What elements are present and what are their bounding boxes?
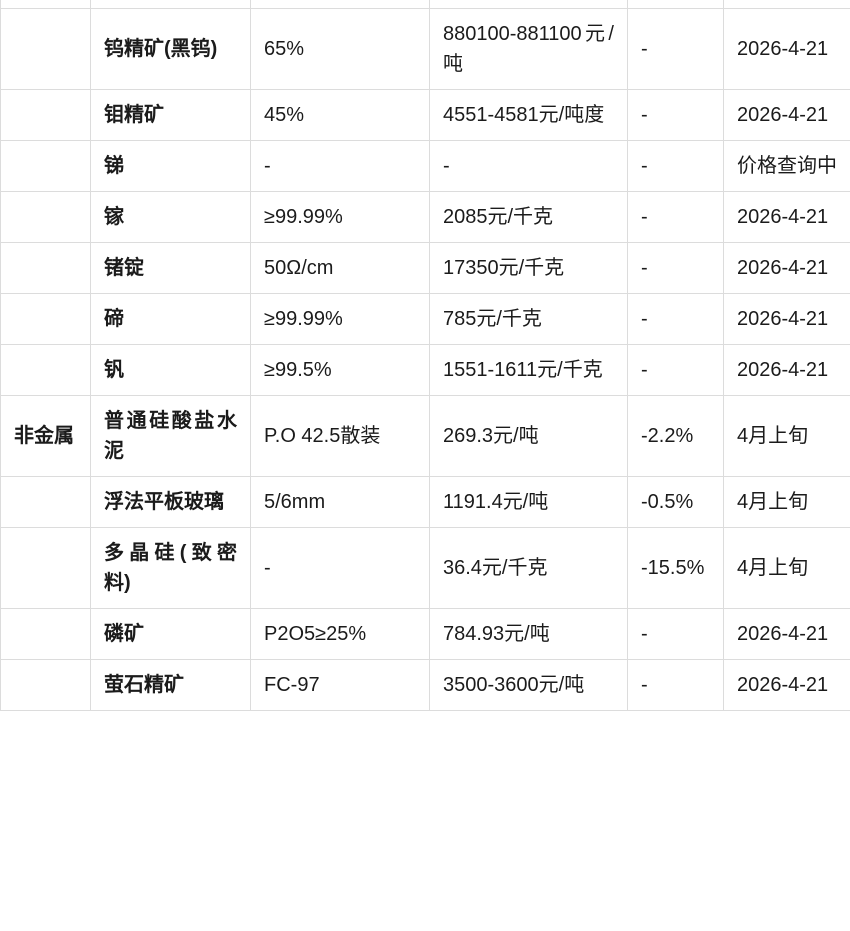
cell-spec: ≥99.5% [250, 344, 430, 396]
cell-category [0, 8, 91, 90]
cell-price: 36.4元/千克 [429, 527, 628, 609]
cell-product: 钨精矿(黑钨) [90, 8, 251, 90]
cell-spec: ≥99.99% [250, 191, 430, 243]
table-row: 钼精矿 45% 4551-4581元/吨度 -2026-4-21 [0, 89, 850, 141]
cell-change: - [627, 140, 724, 192]
cell-product: 钒 [90, 344, 251, 396]
cell-spec: 45% [250, 89, 430, 141]
cell-category [0, 191, 91, 243]
table-row: 磷矿 P2O5≥25% 784.93元/吨 -2026-4-21 [0, 608, 850, 660]
table-row: 萤石精矿 FC-97 3500-3600元/吨 -2026-4-21 [0, 659, 850, 711]
cell-product: 钼精矿 [90, 89, 251, 141]
cell-price: 784.93元/吨 [429, 608, 628, 660]
cutoff-cell [90, 0, 251, 9]
table-row: 钨精矿(黑钨) 65% 880100-881100元/吨 -2026-4-21 [0, 8, 850, 90]
cell-category [0, 476, 91, 528]
cutoff-row-top [0, 0, 850, 9]
cell-change: - [627, 242, 724, 294]
cell-price: 785元/千克 [429, 293, 628, 345]
cell-spec: 65% [250, 8, 430, 90]
cell-category [0, 527, 91, 609]
cell-spec: 5/6mm [250, 476, 430, 528]
cell-product: 锑 [90, 140, 251, 192]
table-row: 多晶硅(致密料) -36.4元/千克 -15.5% 4月上旬 [0, 527, 850, 609]
cell-change: -2.2% [627, 395, 724, 477]
cell-date: 2026-4-21 [723, 8, 850, 90]
cell-category [0, 293, 91, 345]
table-row: 钒 ≥99.5% 1551-1611元/千克 -2026-4-21 [0, 344, 850, 396]
cell-spec: - [250, 140, 430, 192]
cell-change: -0.5% [627, 476, 724, 528]
cutoff-cell [250, 0, 430, 9]
cutoff-cell [429, 0, 628, 9]
cell-price: 4551-4581元/吨度 [429, 89, 628, 141]
cell-change: - [627, 89, 724, 141]
cell-price: 17350元/千克 [429, 242, 628, 294]
cell-category [0, 140, 91, 192]
cell-date: 2026-4-21 [723, 89, 850, 141]
cutoff-cell [723, 0, 850, 9]
cell-date: 2026-4-21 [723, 191, 850, 243]
cell-price: 1551-1611元/千克 [429, 344, 628, 396]
cell-change: - [627, 608, 724, 660]
cell-change: - [627, 8, 724, 90]
cell-spec: P2O5≥25% [250, 608, 430, 660]
table-row: 镓 ≥99.99% 2085元/千克 -2026-4-21 [0, 191, 850, 243]
cell-date: 2026-4-21 [723, 242, 850, 294]
cell-change: - [627, 344, 724, 396]
cell-price: - [429, 140, 628, 192]
cell-date: 2026-4-21 [723, 659, 850, 711]
cell-price: 880100-881100元/吨 [429, 8, 628, 90]
cell-product: 磷矿 [90, 608, 251, 660]
cell-category: 非金属 [0, 395, 91, 477]
table-row: 锑 - - - 价格查询中 [0, 140, 850, 192]
cell-date: 2026-4-21 [723, 293, 850, 345]
cell-date: 2026-4-21 [723, 608, 850, 660]
table-row: 碲 ≥99.99% 785元/千克 -2026-4-21 [0, 293, 850, 345]
cell-product: 多晶硅(致密料) [90, 527, 251, 609]
cell-product: 锗锭 [90, 242, 251, 294]
cell-category [0, 659, 91, 711]
commodity-price-table: 钨精矿(黑钨) 65% 880100-881100元/吨 -2026-4-21 钼精矿 4… [0, 0, 850, 711]
cell-category [0, 89, 91, 141]
cell-date: 2026-4-21 [723, 344, 850, 396]
cell-spec: - [250, 527, 430, 609]
cell-spec: 50Ω/cm [250, 242, 430, 294]
cell-change: -15.5% [627, 527, 724, 609]
cell-product: 碲 [90, 293, 251, 345]
cell-product: 镓 [90, 191, 251, 243]
cell-product: 普通硅酸盐水泥 [90, 395, 251, 477]
cell-price: 2085元/千克 [429, 191, 628, 243]
cell-category [0, 242, 91, 294]
cell-change: - [627, 293, 724, 345]
cutoff-cell [627, 0, 724, 9]
cell-product: 萤石精矿 [90, 659, 251, 711]
cell-price: 1191.4元/吨 [429, 476, 628, 528]
table-body: 钨精矿(黑钨) 65% 880100-881100元/吨 -2026-4-21 钼精矿 4… [0, 0, 850, 711]
cell-change: - [627, 191, 724, 243]
cell-date: 4月上旬 [723, 395, 850, 477]
table-row: 锗锭 50Ω/cm 17350元/千克 -2026-4-21 [0, 242, 850, 294]
cell-date: 4月上旬 [723, 527, 850, 609]
cell-change: - [627, 659, 724, 711]
cutoff-cell [0, 0, 91, 9]
cell-spec: ≥99.99% [250, 293, 430, 345]
cell-price: 269.3元/吨 [429, 395, 628, 477]
cell-category [0, 608, 91, 660]
cell-product: 浮法平板玻璃 [90, 476, 251, 528]
cell-date: 4月上旬 [723, 476, 850, 528]
cell-price: 3500-3600元/吨 [429, 659, 628, 711]
cell-spec: FC-97 [250, 659, 430, 711]
table-row: 非金属 普通硅酸盐水泥 P.O 42.5散装 269.3元/吨 -2.2% 4月上旬 [0, 395, 850, 477]
cell-date: 价格查询中 [723, 140, 850, 192]
cell-spec: P.O 42.5散装 [250, 395, 430, 477]
table-row: 浮法平板玻璃 5/6mm 1191.4元/吨 -0.5% 4月上旬 [0, 476, 850, 528]
cell-category [0, 344, 91, 396]
